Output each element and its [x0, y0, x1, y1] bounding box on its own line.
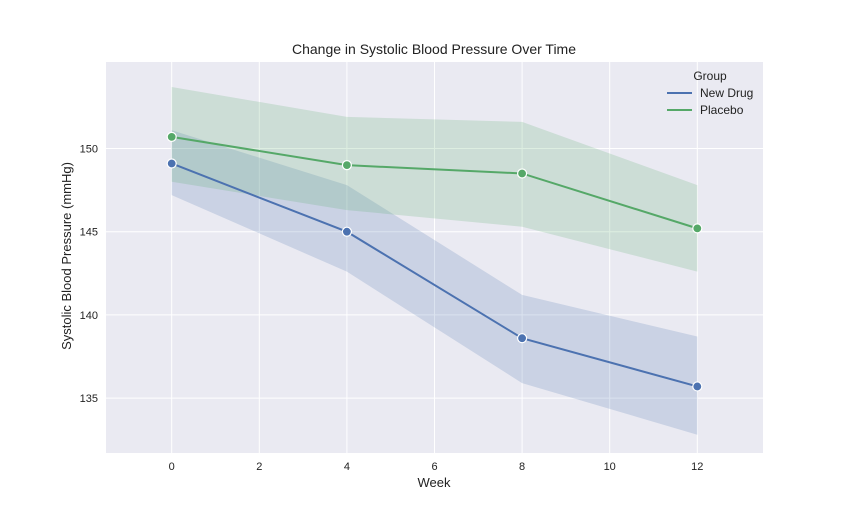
ci-band-new-drug [171, 130, 698, 435]
point-placebo [692, 223, 703, 234]
legend-label-placebo: Placebo [700, 103, 744, 117]
y-tick-label: 140 [80, 310, 98, 322]
confidence-bands [171, 86, 698, 435]
x-tick-label: 0 [169, 461, 175, 473]
point-placebo [341, 160, 352, 171]
line-new-drug [171, 162, 698, 388]
x-tick-label: 8 [519, 461, 525, 473]
x-tick-label: 2 [256, 461, 262, 473]
legend-title: Group [693, 69, 727, 83]
legend-label-new-drug: New Drug [700, 86, 753, 100]
x-tick-label: 12 [691, 461, 703, 473]
y-tick-label: 135 [80, 393, 98, 405]
x-tick-labels: 0 2 4 6 8 10 12 [169, 461, 704, 473]
point-placebo [166, 131, 177, 142]
legend: Group New Drug Placebo [667, 69, 753, 117]
series-lines [171, 135, 698, 388]
line-placebo [171, 135, 698, 230]
point-new-drug [166, 158, 177, 169]
point-new-drug [516, 333, 528, 344]
chart-title: Change in Systolic Blood Pressure Over T… [292, 41, 576, 57]
ci-band-placebo [171, 86, 698, 272]
x-tick-label: 4 [344, 461, 350, 473]
data-points [166, 131, 703, 392]
x-tick-label: 6 [431, 461, 437, 473]
x-tick-label: 10 [604, 461, 616, 473]
point-new-drug [341, 226, 352, 237]
y-tick-labels: 135 140 145 150 [80, 144, 98, 406]
y-tick-label: 145 [80, 227, 98, 239]
point-placebo [516, 168, 528, 179]
point-new-drug [692, 381, 703, 392]
x-axis-label: Week [418, 475, 451, 490]
y-axis-label: Systolic Blood Pressure (mmHg) [59, 162, 74, 350]
y-tick-label: 150 [80, 144, 98, 156]
